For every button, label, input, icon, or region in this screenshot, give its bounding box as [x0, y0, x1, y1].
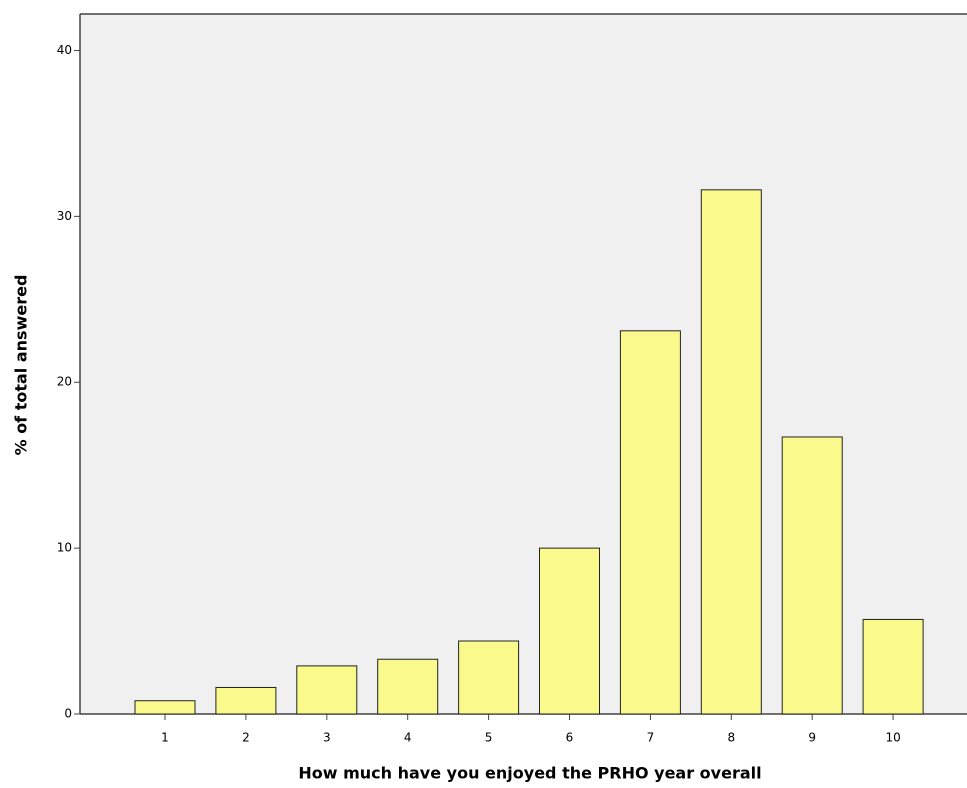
- x-tick-label: 5: [485, 731, 493, 745]
- y-tick-label: 20: [57, 375, 72, 389]
- bar: [862, 618, 924, 715]
- x-tick-label: 9: [808, 731, 816, 745]
- x-tick-label: 6: [566, 731, 574, 745]
- x-axis-title: How much have you enjoyed the PRHO year …: [298, 764, 761, 783]
- x-tick-label: 3: [323, 731, 331, 745]
- bar: [700, 189, 762, 715]
- y-tick-label: 10: [57, 541, 72, 555]
- x-tick-label: 1: [161, 731, 169, 745]
- bar: [458, 640, 520, 715]
- x-tick-label: 4: [404, 731, 412, 745]
- x-tick-label: 7: [647, 731, 655, 745]
- y-tick-label: 40: [57, 43, 72, 57]
- x-tick-label: 8: [727, 731, 735, 745]
- y-axis-title: % of total answered: [12, 275, 31, 456]
- x-tick-label: 10: [885, 731, 900, 745]
- y-tick-label: 0: [64, 707, 72, 721]
- bar: [539, 547, 600, 715]
- bar: [296, 665, 358, 715]
- bar: [781, 436, 843, 715]
- bar: [619, 330, 681, 715]
- x-tick-label: 2: [242, 731, 250, 745]
- bar: [215, 686, 277, 715]
- bar: [134, 700, 196, 715]
- bar: [377, 658, 439, 715]
- y-tick-label: 30: [57, 209, 72, 223]
